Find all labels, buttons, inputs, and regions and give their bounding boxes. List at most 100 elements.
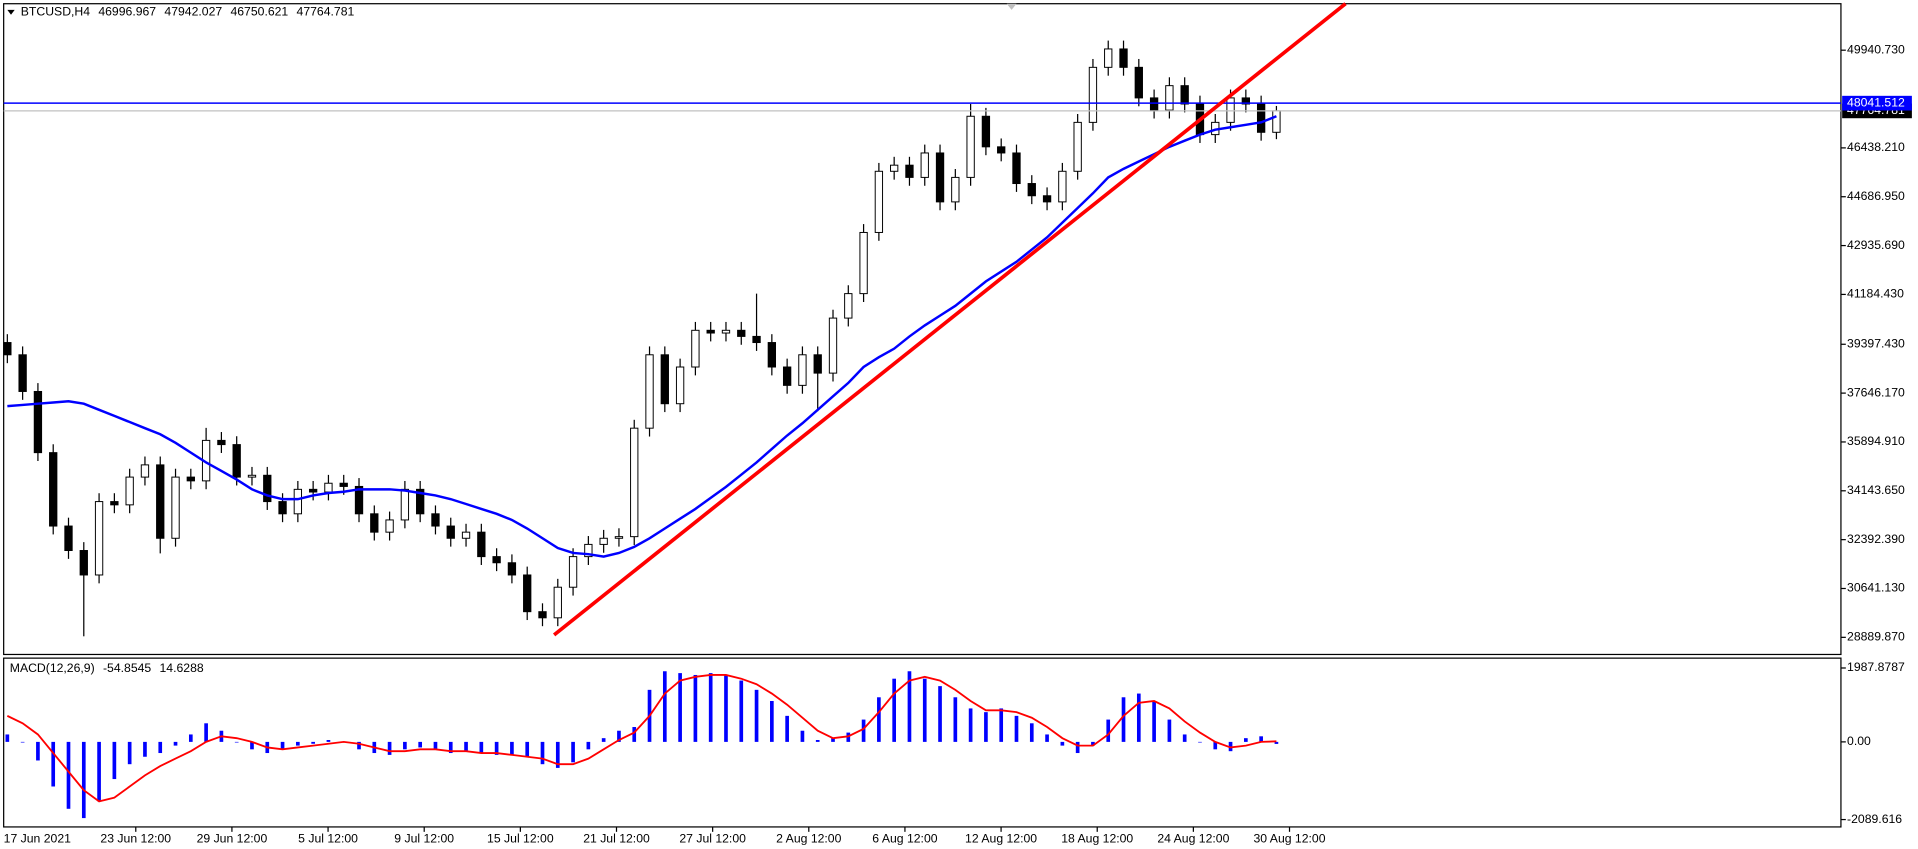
y-tick-label: 35894.910 bbox=[1847, 434, 1905, 448]
macd-bar bbox=[785, 715, 789, 742]
macd-value: -54.8545 bbox=[103, 661, 151, 675]
candle-body bbox=[645, 354, 654, 429]
macd-bar bbox=[938, 686, 942, 742]
macd-bar bbox=[66, 741, 71, 809]
x-tick-label: 9 Jul 12:00 bbox=[394, 831, 454, 845]
candle-body bbox=[630, 427, 639, 538]
candle-body bbox=[416, 488, 425, 515]
y-tick-label: 46438.210 bbox=[1847, 140, 1905, 154]
macd-bar bbox=[81, 741, 86, 819]
macd-bar bbox=[1167, 719, 1172, 742]
macd-bar bbox=[754, 689, 759, 742]
candle-body bbox=[1027, 183, 1036, 197]
macd-bar bbox=[984, 712, 988, 742]
candle-body bbox=[79, 550, 88, 576]
candle-body bbox=[828, 317, 838, 374]
symbol: BTCUSD,H4 bbox=[21, 5, 90, 19]
x-tick-label: 23 Jun 12:00 bbox=[100, 831, 171, 845]
macd-bar bbox=[1198, 741, 1202, 743]
macd-bar bbox=[173, 741, 178, 746]
macd-bar bbox=[1244, 738, 1248, 742]
macd-bar bbox=[143, 741, 147, 757]
candle-body bbox=[339, 482, 348, 487]
macd-bar bbox=[968, 708, 973, 742]
macd-bar bbox=[662, 671, 667, 742]
candle-body bbox=[523, 574, 532, 613]
candle-body bbox=[1226, 97, 1235, 123]
header-triangle bbox=[7, 9, 15, 15]
macd-bar bbox=[1045, 734, 1049, 742]
macd-bar bbox=[739, 680, 744, 742]
candle-body bbox=[18, 354, 27, 392]
moving-average bbox=[7, 115, 1277, 558]
macd-bar bbox=[1274, 741, 1279, 744]
y-tick-label: 49940.730 bbox=[1847, 42, 1905, 56]
plot-layer: 28889.870 30641.130 32392.390 34143.650 3589… bbox=[3, 40, 1912, 845]
macd-bar bbox=[999, 708, 1004, 742]
candle-body bbox=[477, 531, 486, 558]
x-tick-label: 15 Jul 12:00 bbox=[487, 831, 554, 845]
y-tick-label: -2089.616 bbox=[1847, 812, 1902, 826]
macd-bar bbox=[1121, 697, 1126, 742]
macd-bar bbox=[1091, 741, 1095, 746]
candle-body bbox=[156, 464, 165, 539]
candle-body bbox=[737, 329, 746, 337]
macd-bar bbox=[357, 741, 361, 750]
macd-bar bbox=[922, 678, 927, 742]
x-tick-label: 24 Aug 12:00 bbox=[1157, 831, 1229, 845]
macd-bar bbox=[1029, 723, 1034, 742]
macd-bar bbox=[204, 723, 208, 742]
candle-body bbox=[874, 170, 884, 233]
candle-body bbox=[844, 293, 853, 319]
x-tick-label: 6 Aug 12:00 bbox=[872, 831, 937, 845]
macd-bar bbox=[770, 700, 774, 742]
candle-body bbox=[798, 354, 807, 386]
macd-bar bbox=[1136, 693, 1141, 742]
macd-bar bbox=[525, 741, 530, 757]
candle-body bbox=[64, 525, 73, 551]
price-line-box bbox=[1842, 95, 1912, 111]
y-tick-label: 1987.8787 bbox=[1847, 660, 1905, 674]
x-tick-label: 2 Aug 12:00 bbox=[776, 831, 841, 845]
candle-body bbox=[813, 354, 822, 374]
macd-bar bbox=[724, 674, 728, 742]
x-tick-label: 30 Aug 12:00 bbox=[1253, 831, 1325, 845]
signal-value: 14.6288 bbox=[160, 661, 204, 675]
x-tick-label: 18 Aug 12:00 bbox=[1061, 831, 1133, 845]
candle-body bbox=[1256, 103, 1266, 133]
candle-body bbox=[171, 476, 180, 539]
candle-body bbox=[1241, 97, 1251, 105]
candle-body bbox=[293, 488, 303, 515]
candle-body bbox=[752, 335, 761, 344]
macd-bar bbox=[234, 741, 239, 743]
macd-bar bbox=[555, 741, 560, 768]
macd-bar bbox=[1259, 736, 1263, 742]
candle-body bbox=[1104, 48, 1113, 68]
macd-bar bbox=[1075, 741, 1080, 754]
price-line-label: 48041.512 bbox=[1847, 95, 1905, 109]
header-close: 47764.781 bbox=[297, 5, 355, 19]
candle-body bbox=[3, 342, 12, 356]
candle-body bbox=[584, 543, 593, 558]
candle-body bbox=[1119, 48, 1128, 68]
candle-body bbox=[324, 482, 333, 493]
candle-body bbox=[920, 152, 929, 178]
candle-body bbox=[110, 501, 119, 506]
x-tick-label: 12 Aug 12:00 bbox=[965, 831, 1037, 845]
macd-bar bbox=[479, 741, 484, 754]
macd-bar bbox=[5, 734, 10, 742]
macd-bar bbox=[815, 740, 820, 742]
macd-bar bbox=[1106, 719, 1111, 742]
header: BTCUSD,H4 46996.967 47942.027 46750.621 … bbox=[21, 5, 355, 19]
x-tick-label: 27 Jul 12:00 bbox=[679, 831, 746, 845]
macd-bar bbox=[800, 730, 805, 742]
macd-bar bbox=[892, 678, 897, 742]
candle-body bbox=[721, 329, 731, 334]
candle-body bbox=[186, 476, 195, 482]
candle-body bbox=[1149, 97, 1159, 111]
macd-bar bbox=[586, 741, 591, 750]
candle-body bbox=[431, 513, 440, 527]
macd-bar bbox=[1060, 741, 1065, 746]
candle-body bbox=[1012, 152, 1021, 185]
y-tick-label: 44686.950 bbox=[1847, 189, 1905, 203]
